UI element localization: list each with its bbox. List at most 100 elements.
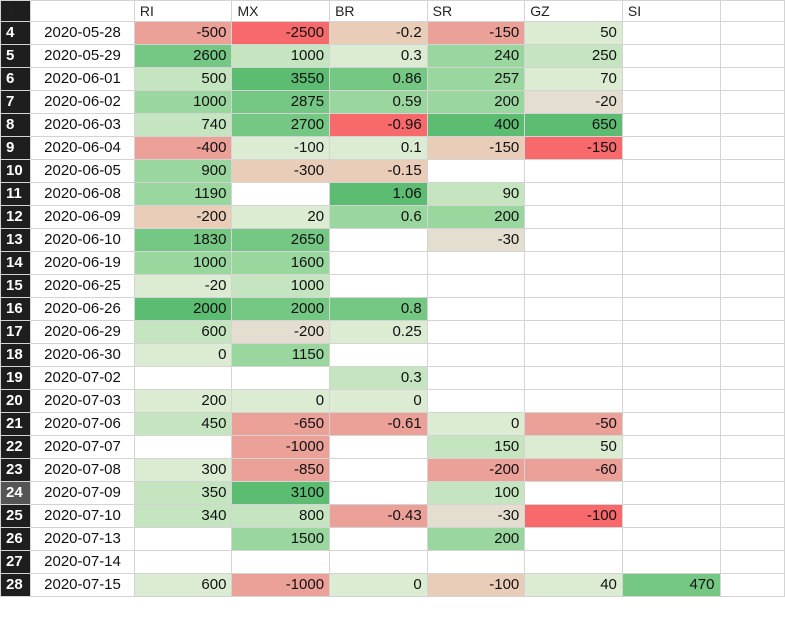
date-cell[interactable]: 2020-06-03 (30, 113, 135, 137)
value-cell-br[interactable] (329, 274, 428, 298)
value-cell-mx[interactable]: 3550 (231, 67, 331, 91)
value-cell-sr[interactable] (426, 251, 526, 275)
row-header[interactable]: 10 (0, 159, 32, 183)
value-cell-sr[interactable]: 0 (426, 412, 526, 436)
empty-cell[interactable] (719, 44, 785, 68)
value-cell-br[interactable]: -0.15 (329, 159, 428, 183)
value-cell-ri[interactable] (133, 527, 233, 551)
value-cell-si[interactable] (621, 527, 721, 551)
value-cell-sr[interactable] (426, 297, 526, 321)
value-cell-gz[interactable]: -100 (524, 504, 623, 528)
date-cell[interactable]: 2020-06-19 (30, 251, 135, 275)
value-cell-sr[interactable] (426, 343, 526, 367)
value-cell-mx[interactable]: -1000 (231, 435, 331, 459)
empty-cell[interactable] (719, 297, 785, 321)
empty-cell[interactable] (719, 389, 785, 413)
row-header[interactable]: 5 (0, 44, 32, 68)
date-cell[interactable]: 2020-05-29 (30, 44, 135, 68)
value-cell-si[interactable] (621, 67, 721, 91)
value-cell-gz[interactable] (524, 527, 623, 551)
value-cell-mx[interactable]: 3100 (231, 481, 331, 505)
row-header[interactable]: 18 (0, 343, 32, 367)
value-cell-si[interactable] (621, 205, 721, 229)
value-cell-br[interactable]: -0.2 (329, 21, 428, 45)
empty-cell[interactable] (719, 550, 785, 574)
value-cell-mx[interactable]: -1000 (231, 573, 331, 597)
value-cell-mx[interactable]: 2650 (231, 228, 331, 252)
value-cell-mx[interactable]: -200 (231, 320, 331, 344)
row-header[interactable]: 11 (0, 182, 32, 206)
value-cell-mx[interactable]: 1000 (231, 44, 331, 68)
value-cell-br[interactable]: 1.06 (329, 182, 428, 206)
row-header[interactable]: 16 (0, 297, 32, 321)
value-cell-si[interactable] (621, 90, 721, 114)
value-cell-gz[interactable] (524, 251, 623, 275)
value-cell-br[interactable]: 0.25 (329, 320, 428, 344)
value-cell-gz[interactable] (524, 550, 623, 574)
empty-cell[interactable] (719, 228, 785, 252)
value-cell-mx[interactable]: 20 (231, 205, 331, 229)
date-cell[interactable]: 2020-06-25 (30, 274, 135, 298)
value-cell-br[interactable]: 0.59 (329, 90, 428, 114)
value-cell-gz[interactable]: 250 (524, 44, 623, 68)
value-cell-sr[interactable]: 240 (426, 44, 526, 68)
value-cell-gz[interactable] (524, 205, 623, 229)
value-cell-mx[interactable] (231, 550, 331, 574)
value-cell-mx[interactable] (231, 182, 331, 206)
date-cell[interactable]: 2020-07-02 (30, 366, 135, 390)
row-header[interactable]: 17 (0, 320, 32, 344)
row-header[interactable]: 12 (0, 205, 32, 229)
value-cell-ri[interactable]: 340 (133, 504, 233, 528)
value-cell-si[interactable] (621, 21, 721, 45)
value-cell-br[interactable] (329, 228, 428, 252)
value-cell-sr[interactable]: 200 (426, 90, 526, 114)
value-cell-mx[interactable] (231, 366, 331, 390)
empty-cell[interactable] (719, 320, 785, 344)
empty-cell[interactable] (719, 481, 785, 505)
value-cell-br[interactable]: 0 (329, 573, 428, 597)
row-header[interactable]: 13 (0, 228, 32, 252)
empty-cell[interactable] (719, 90, 785, 114)
date-cell[interactable]: 2020-06-26 (30, 297, 135, 321)
date-cell[interactable]: 2020-05-28 (30, 21, 135, 45)
date-cell[interactable]: 2020-06-01 (30, 67, 135, 91)
value-cell-si[interactable] (621, 274, 721, 298)
value-cell-ri[interactable]: -200 (133, 205, 233, 229)
column-header-ri[interactable]: RI (133, 0, 233, 22)
date-cell[interactable]: 2020-06-09 (30, 205, 135, 229)
value-cell-sr[interactable]: -30 (426, 504, 526, 528)
value-cell-gz[interactable]: 70 (524, 67, 623, 91)
value-cell-sr[interactable]: -150 (426, 21, 526, 45)
value-cell-br[interactable] (329, 435, 428, 459)
value-cell-br[interactable]: 0.8 (329, 297, 428, 321)
value-cell-mx[interactable]: 2000 (231, 297, 331, 321)
empty-cell[interactable] (719, 113, 785, 137)
value-cell-si[interactable] (621, 458, 721, 482)
row-header[interactable]: 15 (0, 274, 32, 298)
date-cell[interactable]: 2020-07-06 (30, 412, 135, 436)
value-cell-br[interactable]: -0.43 (329, 504, 428, 528)
value-cell-mx[interactable]: -300 (231, 159, 331, 183)
value-cell-si[interactable] (621, 113, 721, 137)
value-cell-sr[interactable]: 150 (426, 435, 526, 459)
date-cell[interactable]: 2020-06-30 (30, 343, 135, 367)
value-cell-sr[interactable]: 90 (426, 182, 526, 206)
date-cell[interactable]: 2020-07-07 (30, 435, 135, 459)
date-cell[interactable]: 2020-06-08 (30, 182, 135, 206)
value-cell-si[interactable] (621, 159, 721, 183)
value-cell-sr[interactable] (426, 320, 526, 344)
value-cell-ri[interactable]: 200 (133, 389, 233, 413)
column-header-gz[interactable]: GZ (524, 0, 623, 22)
value-cell-br[interactable] (329, 481, 428, 505)
row-header[interactable]: 26 (0, 527, 32, 551)
value-cell-si[interactable] (621, 182, 721, 206)
date-cell[interactable]: 2020-06-10 (30, 228, 135, 252)
value-cell-sr[interactable]: 257 (426, 67, 526, 91)
value-cell-si[interactable] (621, 228, 721, 252)
empty-cell[interactable] (719, 274, 785, 298)
row-header[interactable]: 8 (0, 113, 32, 137)
empty-cell[interactable] (719, 412, 785, 436)
row-header[interactable]: 28 (0, 573, 32, 597)
value-cell-gz[interactable] (524, 297, 623, 321)
empty-cell[interactable] (719, 366, 785, 390)
